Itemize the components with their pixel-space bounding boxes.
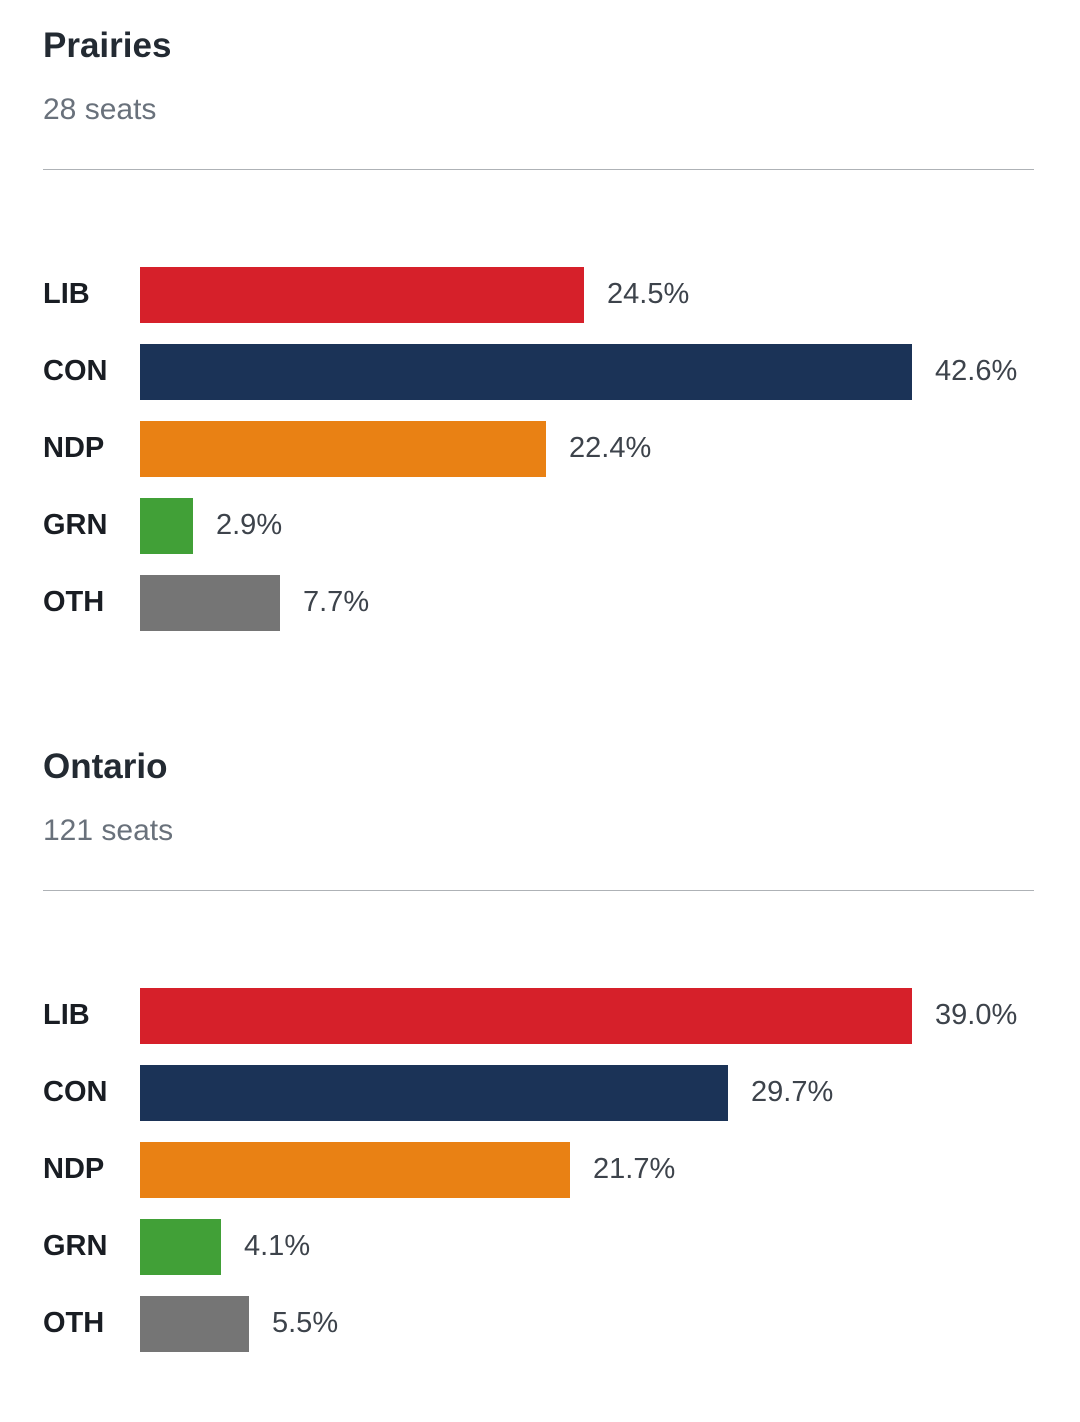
value-label: 7.7% xyxy=(303,586,370,619)
party-label: LIB xyxy=(43,278,90,311)
region-section-ontario: Ontario 121 seats LIB 39.0% CON 29.7% NDP 21.7%… xyxy=(0,745,1080,1352)
region-title: Ontario xyxy=(43,746,168,786)
value-label: 5.5% xyxy=(272,1307,339,1339)
party-label: GRN xyxy=(43,509,108,542)
bar-chart: LIB 24.5% CON 42.6% NDP 22.4% GRN 2.9% OTH 7.7% xyxy=(43,266,1034,631)
regional-polling-charts: Prairies 28 seats LIB 24.5% CON 42.6% NDP 22.4%… xyxy=(0,0,1080,1352)
bar-con xyxy=(140,343,912,400)
value-label: 4.1% xyxy=(244,1230,311,1262)
value-label: 24.5% xyxy=(607,278,690,311)
bar-oth xyxy=(140,1295,249,1352)
party-label: CON xyxy=(43,1076,108,1108)
value-label: 2.9% xyxy=(216,509,283,542)
party-label: OTH xyxy=(43,586,105,619)
bar-oth xyxy=(140,574,280,631)
region-seat-count: 28 seats xyxy=(43,92,157,126)
bar-row: NDP 22.4% xyxy=(43,420,1034,477)
value-label: 21.7% xyxy=(593,1153,676,1185)
party-label: NDP xyxy=(43,432,105,465)
region-title: Prairies xyxy=(43,26,172,65)
bar-row: OTH 7.7% xyxy=(43,574,1034,631)
value-label: 22.4% xyxy=(569,432,652,465)
bar-lib xyxy=(140,987,912,1044)
party-label: CON xyxy=(43,355,108,388)
bar-chart: LIB 39.0% CON 29.7% NDP 21.7% GRN 4.1% OTH 5.5% xyxy=(43,987,1034,1352)
bar-row: CON 42.6% xyxy=(43,343,1034,400)
region-seat-count: 121 seats xyxy=(43,813,174,847)
bar-grn xyxy=(140,1218,221,1275)
party-label: LIB xyxy=(43,999,90,1031)
bar-row: CON 29.7% xyxy=(43,1064,1034,1121)
value-label: 42.6% xyxy=(935,355,1018,388)
party-label: GRN xyxy=(43,1230,108,1262)
bar-row: LIB 24.5% xyxy=(43,266,1034,323)
divider xyxy=(43,168,1034,170)
bar-row: LIB 39.0% xyxy=(43,987,1034,1044)
party-label: OTH xyxy=(43,1307,105,1339)
value-label: 39.0% xyxy=(935,999,1018,1031)
party-label: NDP xyxy=(43,1153,105,1185)
bar-row: GRN 4.1% xyxy=(43,1218,1034,1275)
bar-con xyxy=(140,1064,728,1121)
bar-lib xyxy=(140,266,584,323)
bar-ndp xyxy=(140,1141,570,1198)
region-section-prairies: Prairies 28 seats LIB 24.5% CON 42.6% NDP 22.4%… xyxy=(0,0,1080,631)
bar-ndp xyxy=(140,420,546,477)
bar-row: NDP 21.7% xyxy=(43,1141,1034,1198)
bar-grn xyxy=(140,497,193,554)
divider xyxy=(43,889,1034,891)
bar-row: GRN 2.9% xyxy=(43,497,1034,554)
value-label: 29.7% xyxy=(751,1076,834,1108)
bar-row: OTH 5.5% xyxy=(43,1295,1034,1352)
